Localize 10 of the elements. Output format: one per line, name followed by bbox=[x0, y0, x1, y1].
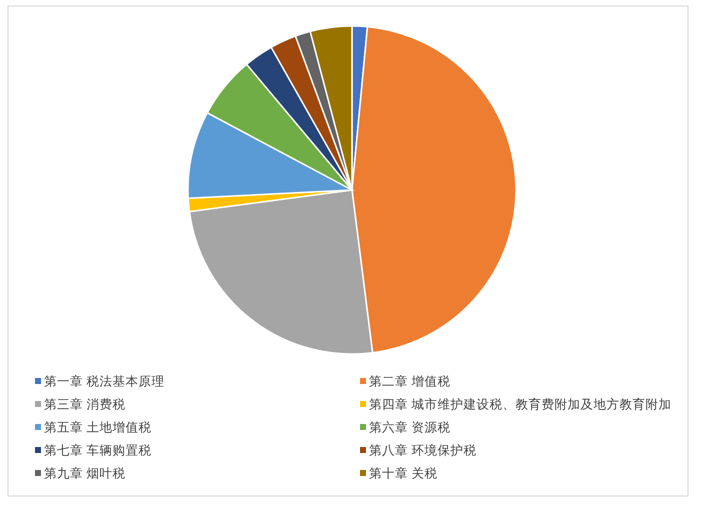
legend-label: 第二章 增值税 bbox=[369, 374, 450, 388]
legend-label: 第九章 烟叶税 bbox=[44, 466, 126, 480]
legend-label: 第一章 税法基本原理 bbox=[44, 374, 164, 388]
legend-label: 第四章 城市维护建设税、教育费附加及地方教育附加 bbox=[369, 396, 672, 412]
legend-label: 第五章 土地增值税 bbox=[44, 420, 152, 434]
legend-label: 第六章 资源税 bbox=[369, 420, 450, 434]
legend-label: 第七章 车辆购置税 bbox=[44, 444, 152, 458]
legend-label: 第三章 消费税 bbox=[44, 398, 126, 412]
legend-label: 第十章 关税 bbox=[369, 466, 438, 480]
legend-label: 第八章 环境保护税 bbox=[369, 442, 476, 458]
